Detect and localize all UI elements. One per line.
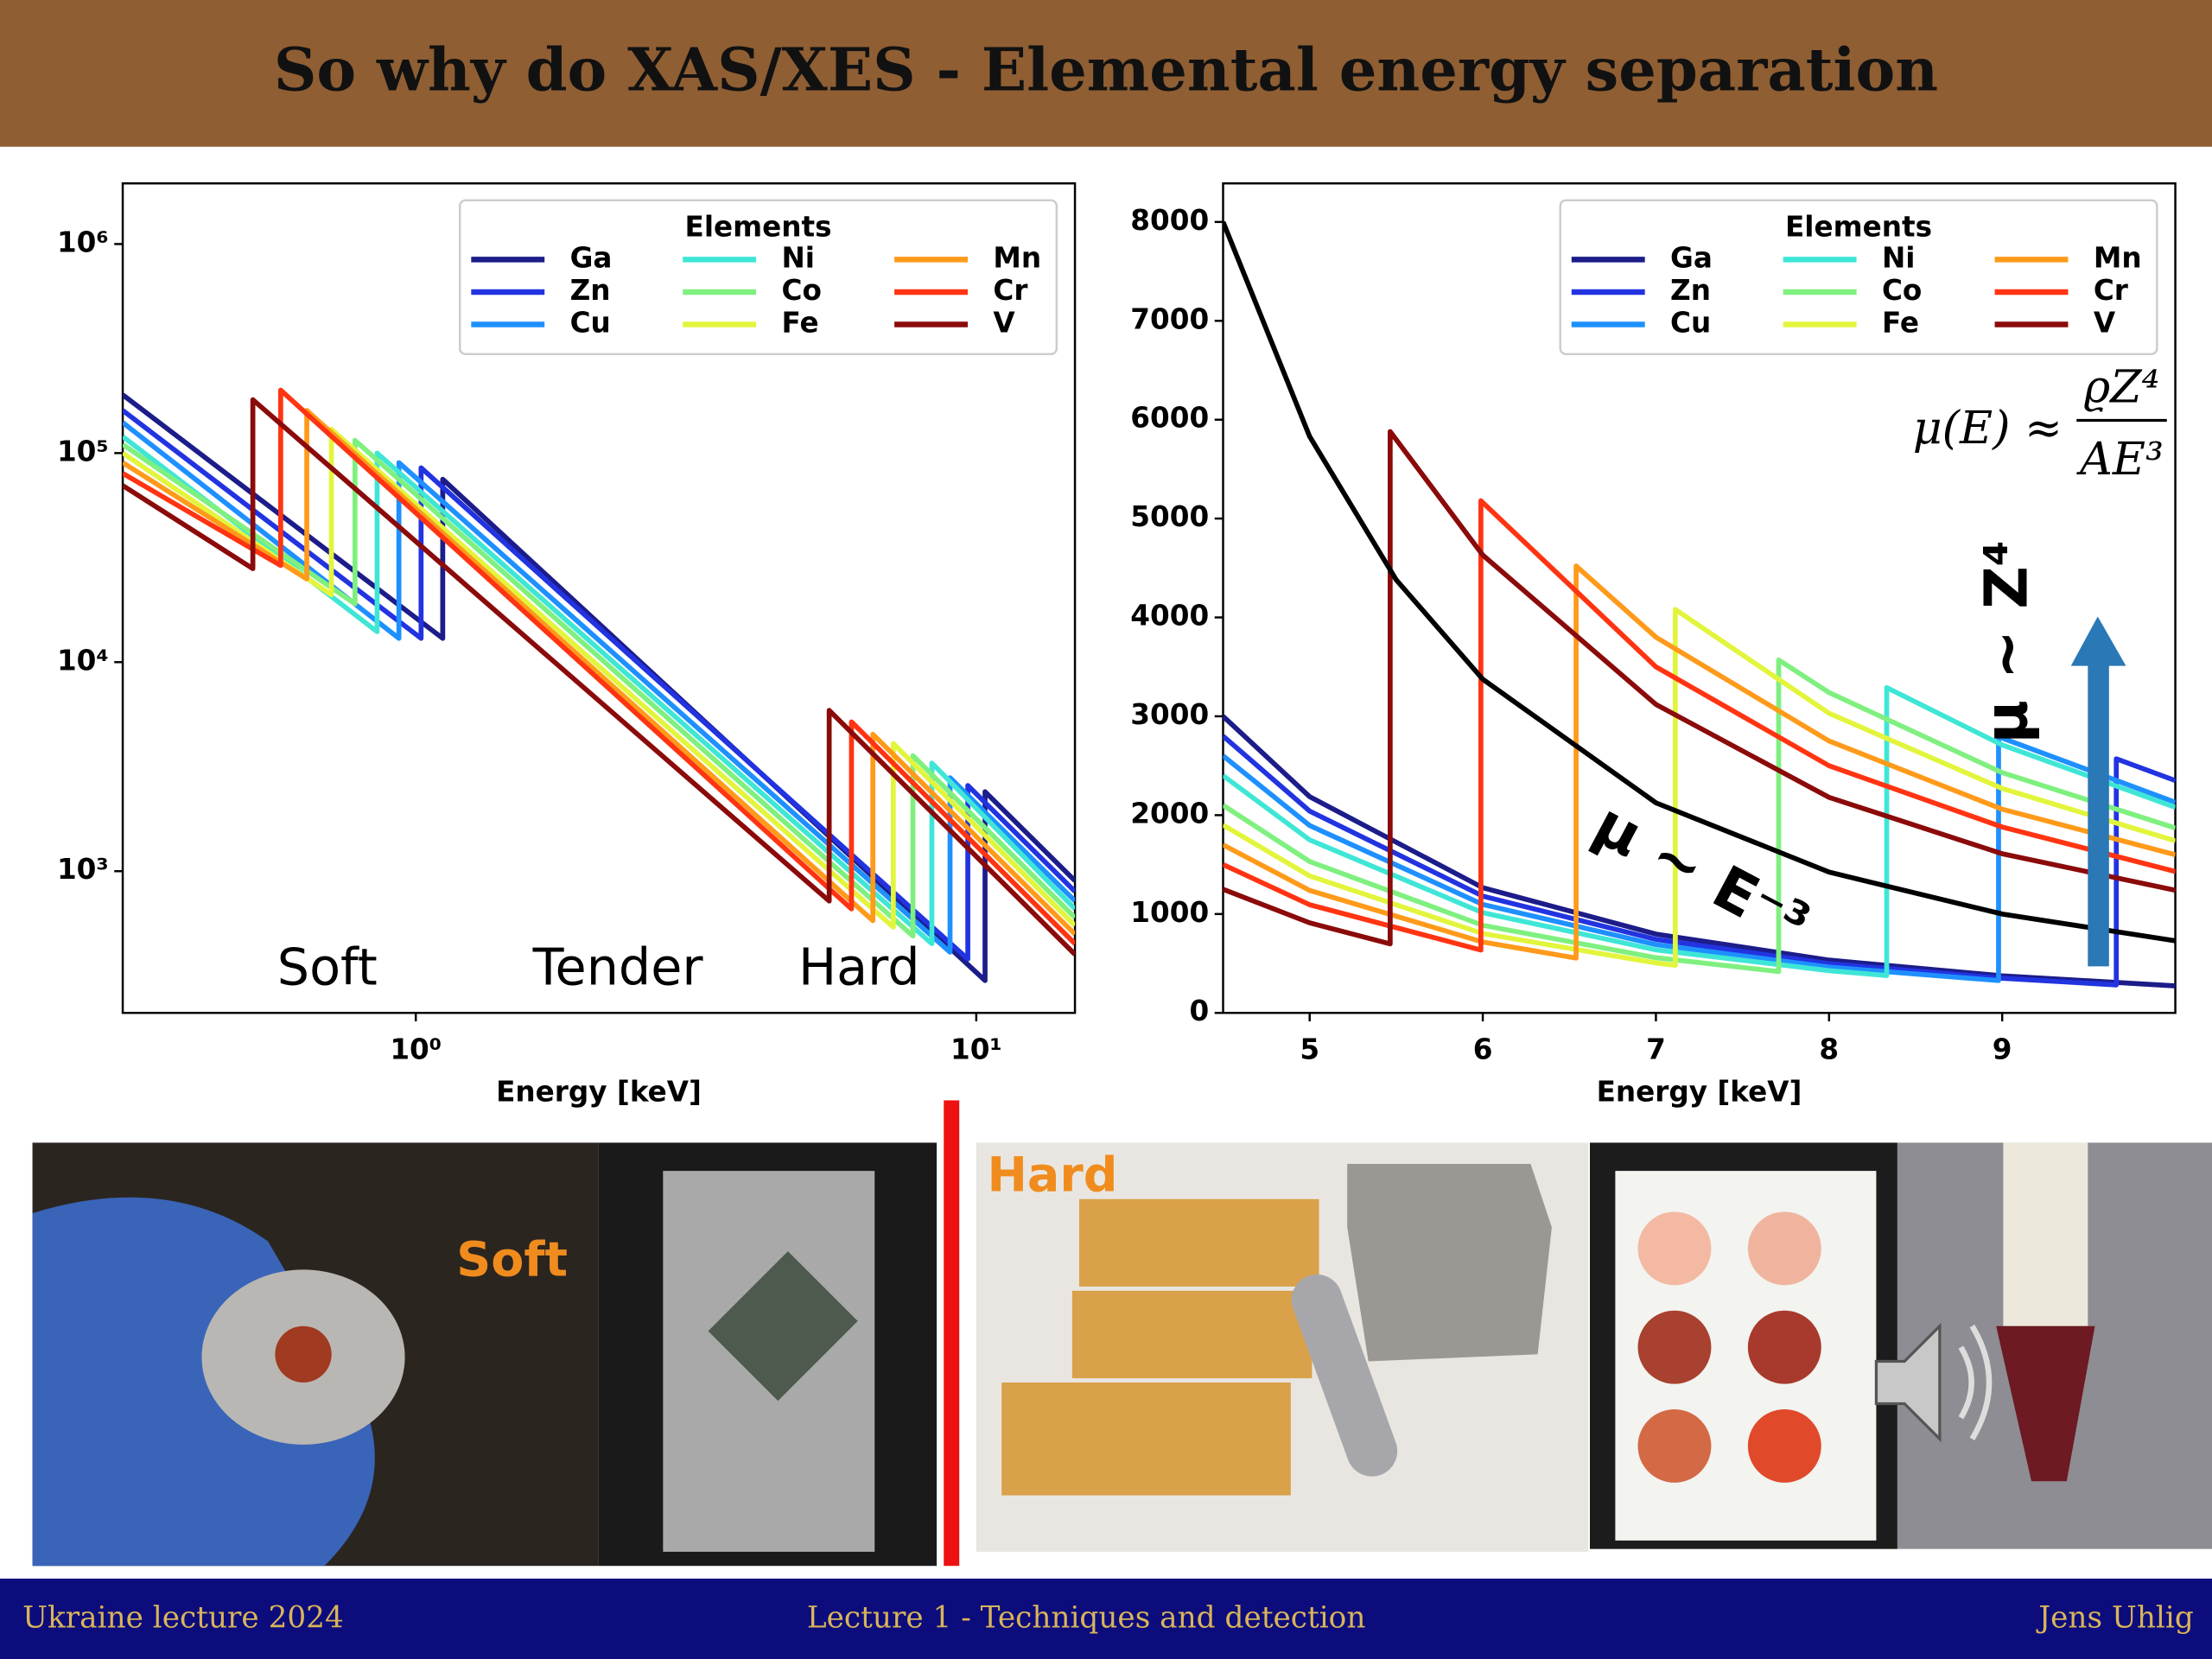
x-tick-label: 10⁰	[390, 1033, 442, 1065]
x-tick-label: 8	[1819, 1033, 1839, 1065]
series-line	[1223, 498, 2176, 953]
well	[1637, 1211, 1712, 1286]
sample-plate	[1078, 1198, 1319, 1287]
capillary-sample	[1996, 1325, 2095, 1482]
legend-label: Ni	[781, 241, 815, 274]
y-tick-label: 10⁵	[57, 435, 109, 467]
y-tick-label: 0	[1189, 995, 1209, 1027]
speaker-icon[interactable]	[1874, 1322, 1942, 1443]
series-line	[1223, 684, 2176, 978]
legend-label: V	[2094, 307, 2116, 340]
annotation: Tender	[532, 937, 704, 996]
legend-box	[459, 199, 1058, 356]
series-line	[1223, 657, 2176, 975]
series-line	[1223, 429, 2176, 947]
plot-lines	[1223, 220, 2176, 988]
sample-plate	[1071, 1290, 1313, 1379]
annotation: Hard	[798, 937, 920, 996]
sample	[275, 1325, 332, 1382]
y-tick-label: 7000	[1130, 302, 1209, 335]
arrow-head	[2070, 616, 2126, 666]
sample-plate	[1001, 1382, 1291, 1496]
photo-label: Hard	[987, 1147, 1117, 1203]
legend-label: Ga	[570, 241, 613, 274]
legend-label: Fe	[781, 307, 818, 340]
series-line	[123, 408, 1076, 962]
y-tick-label: 3000	[1130, 698, 1209, 731]
well	[1637, 1310, 1712, 1384]
y-tick-label: 5000	[1130, 500, 1209, 533]
y-tick-label: 8000	[1130, 204, 1209, 237]
annotation: μ ~ Z⁴	[1973, 540, 2042, 743]
series-line	[1223, 563, 2176, 961]
series-line	[123, 434, 1076, 947]
x-tick-label: 9	[1993, 1033, 2012, 1065]
arrow-shaft	[2088, 663, 2109, 967]
series-line	[1223, 734, 2176, 983]
formula-lhs: μ(E) ≈	[1913, 403, 2063, 454]
y-tick-label: 6000	[1130, 402, 1209, 435]
pestle	[1291, 1274, 1398, 1477]
legend-label: Cu	[1670, 307, 1711, 340]
plot-lines	[123, 387, 1076, 983]
y-tick-label: 1000	[1130, 896, 1209, 929]
x-axis-label: Energy [keV]	[496, 1075, 702, 1108]
y-tick-label: 2000	[1130, 797, 1209, 830]
x-tick-label: 10¹	[950, 1033, 1002, 1065]
formula-numerator: ϱZ⁴	[2084, 362, 2160, 414]
formula-denominator: AE³	[2076, 434, 2164, 486]
legend-label: Cu	[570, 307, 611, 340]
divider	[944, 1100, 960, 1567]
reference-line	[1223, 220, 2176, 944]
well	[1747, 1310, 1821, 1384]
legend-label: Cr	[993, 274, 1027, 307]
legend-label: Zn	[1670, 274, 1711, 307]
footer-right: Jens Uhlig	[2036, 1600, 2193, 1635]
x-tick-label: 7	[1646, 1033, 1666, 1065]
series-line	[1223, 734, 2176, 988]
footer-band	[0, 1578, 2212, 1659]
mount-sample	[708, 1251, 858, 1402]
legend-title: Elements	[685, 210, 832, 243]
footer-left: Ukraine lecture 2024	[22, 1600, 344, 1635]
slide-title: So why do XAS/XES - Elemental energy sep…	[274, 36, 1938, 105]
series-line	[123, 437, 1076, 939]
speaker-waves	[1958, 1325, 1993, 1440]
series-line	[1223, 607, 2176, 969]
series-line	[123, 408, 1076, 937]
legend-label: Co	[781, 274, 821, 307]
legend-label: Co	[1882, 274, 1922, 307]
legend-label: Mn	[2094, 241, 2142, 274]
y-tick-label: 4000	[1130, 600, 1209, 632]
legend-label: Zn	[570, 274, 611, 307]
x-axis-label: Energy [keV]	[1597, 1075, 1802, 1108]
well	[1747, 1409, 1821, 1483]
legend-label: Ga	[1670, 241, 1713, 274]
legend-label: Ni	[1882, 241, 1916, 274]
legend-label: Cr	[2094, 274, 2128, 307]
photo-label: Soft	[456, 1231, 568, 1287]
series-line	[123, 397, 1076, 957]
well	[1637, 1409, 1712, 1483]
x-tick-label: 5	[1300, 1033, 1319, 1065]
header-band	[0, 0, 2212, 147]
legend-title: Elements	[1785, 210, 1932, 243]
legend-box	[1559, 199, 2158, 356]
annotation: Soft	[277, 937, 378, 996]
x-tick-label: 6	[1473, 1033, 1493, 1065]
capillary-holder	[2003, 1142, 2088, 1326]
mortar	[1347, 1163, 1552, 1362]
legend-label: Fe	[1882, 307, 1919, 340]
footer-center: Lecture 1 - Techniques and detection	[807, 1600, 1365, 1635]
y-tick-label: 10⁶	[57, 226, 109, 258]
legend-label: V	[993, 307, 1015, 340]
legend-label: Mn	[993, 241, 1041, 274]
well	[1747, 1211, 1821, 1286]
y-tick-label: 10³	[57, 853, 109, 886]
photos	[32, 1100, 2212, 1567]
y-tick-label: 10⁴	[57, 644, 109, 677]
